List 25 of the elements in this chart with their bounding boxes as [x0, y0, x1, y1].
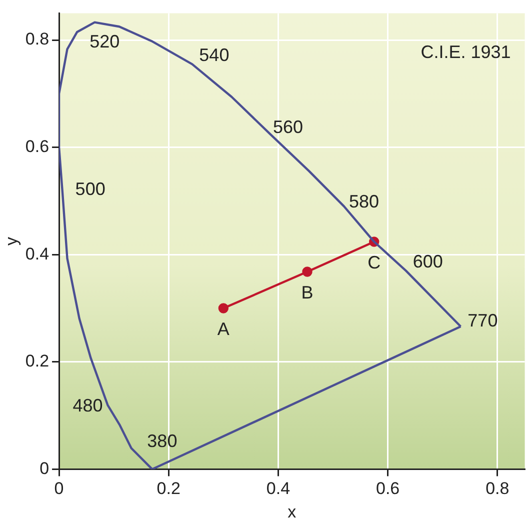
x-tick-label: 0.4 [266, 479, 290, 498]
y-axis-title: y [2, 236, 21, 246]
y-tick-label: 0.6 [25, 137, 50, 156]
y-tick-label: 0.2 [25, 352, 50, 371]
annotation: B [301, 282, 314, 303]
annotation: C [368, 252, 381, 273]
y-tick-label: 0.4 [25, 244, 50, 264]
x-tick-label: 0 [54, 479, 64, 498]
annotation: C.I.E. 1931 [420, 42, 511, 62]
x-tick-label: 0.2 [156, 479, 180, 498]
annotation: 480 [72, 395, 103, 416]
annotation: 520 [90, 31, 120, 52]
x-tick-label: 0.6 [376, 479, 400, 498]
annotation: 580 [348, 191, 379, 212]
annotation: 500 [75, 179, 106, 200]
x-tick-label: 0.8 [486, 479, 510, 498]
x-axis-title: x [288, 502, 297, 522]
annotation: 560 [272, 116, 304, 137]
annotation: 770 [468, 310, 498, 330]
y-tick-label: 0.8 [25, 30, 50, 49]
annotation: 540 [199, 45, 230, 66]
annotation: 380 [147, 431, 178, 452]
annotation: A [217, 319, 230, 340]
y-tick-label: 0 [40, 458, 50, 478]
annotation: 600 [412, 252, 443, 272]
